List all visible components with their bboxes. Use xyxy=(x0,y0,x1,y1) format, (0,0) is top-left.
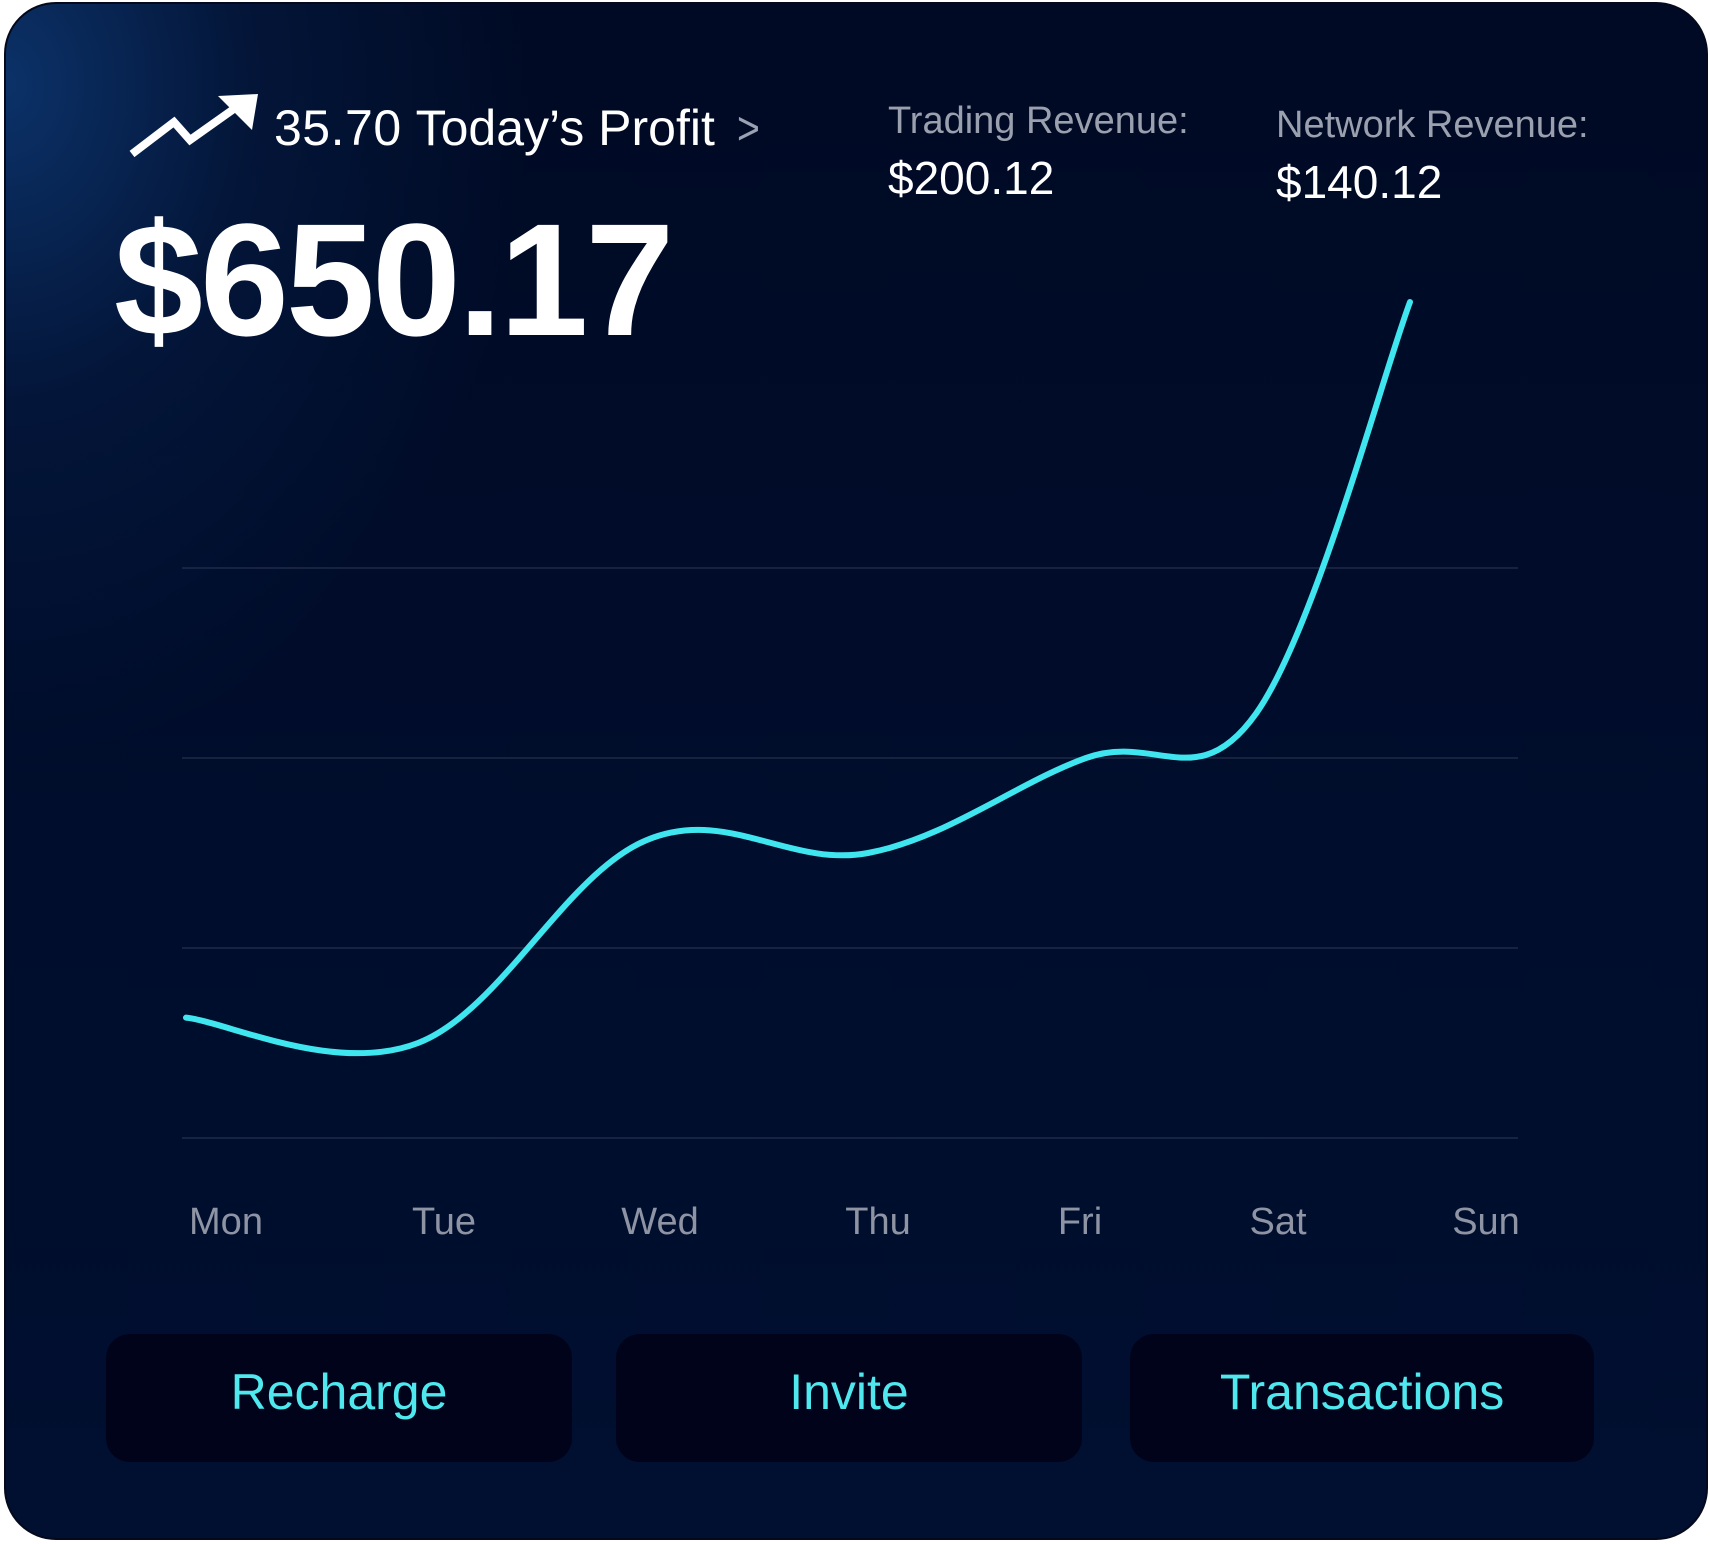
invite-button[interactable]: Invite xyxy=(616,1334,1082,1462)
network-revenue-value: $140.12 xyxy=(1276,156,1443,208)
x-axis-label-thu: Thu xyxy=(845,1201,910,1243)
transactions-button[interactable]: Transactions xyxy=(1130,1334,1594,1462)
x-axis-label-sat: Sat xyxy=(1249,1201,1306,1243)
x-axis-label-sun: Sun xyxy=(1452,1201,1520,1243)
x-axis-label-tue: Tue xyxy=(412,1201,476,1243)
profit-series-line xyxy=(183,299,1413,1057)
trending-up-icon xyxy=(129,94,258,158)
todays-profit-link[interactable]: 35.70 Today’s Profit > xyxy=(128,92,762,164)
profit-line-chart: Mon Tue Wed Thu Fri Sat Sun xyxy=(182,299,1520,1243)
recharge-button[interactable]: Recharge xyxy=(106,1334,572,1462)
x-axis-label-wed: Wed xyxy=(621,1201,698,1243)
todays-profit-value: 35.70 xyxy=(274,100,402,156)
profit-card: 35.70 Today’s Profit > $650.17 Trading R… xyxy=(4,2,1708,1540)
x-axis-label-fri: Fri xyxy=(1058,1201,1102,1243)
chevron-right-icon: > xyxy=(736,102,760,154)
x-axis-label-mon: Mon xyxy=(189,1201,263,1243)
trading-revenue-value: $200.12 xyxy=(888,152,1055,204)
total-balance: $650.17 xyxy=(114,190,674,369)
trading-revenue: Trading Revenue: $200.12 xyxy=(888,98,1189,206)
trading-revenue-label: Trading Revenue: xyxy=(888,100,1189,142)
network-revenue: Network Revenue: $140.12 xyxy=(1276,102,1589,210)
network-revenue-label: Network Revenue: xyxy=(1276,104,1589,146)
todays-profit-label: Today’s Profit xyxy=(415,100,715,156)
